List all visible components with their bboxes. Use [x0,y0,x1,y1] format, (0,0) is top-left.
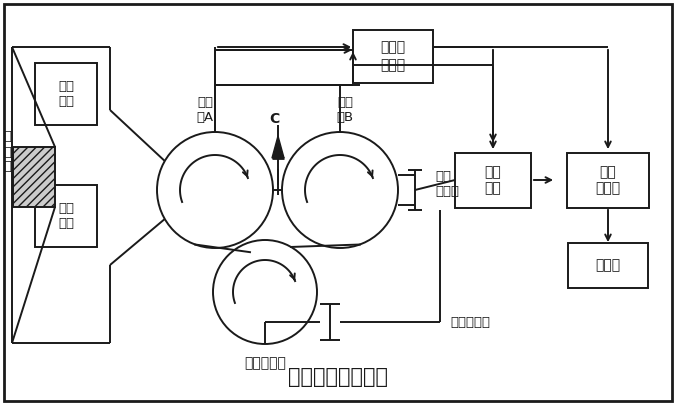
Text: 放大器: 放大器 [381,58,406,72]
Text: 振动短路器: 振动短路器 [450,315,490,328]
Text: 光电
转换器: 光电 转换器 [596,165,621,195]
Text: 环形
器A: 环形 器A [197,96,214,124]
Text: 微波信号源: 微波信号源 [244,356,286,370]
Bar [455,153,531,207]
Text: 补偿
短路器: 补偿 短路器 [435,170,459,198]
Text: 被
测
体: 被 测 体 [3,130,11,173]
Polygon shape [272,136,284,158]
Text: C: C [269,112,279,126]
Text: 环形
器B: 环形 器B [337,96,354,124]
Bar [567,153,649,207]
Bar [35,63,97,125]
Text: 显示器: 显示器 [596,258,621,272]
Text: 可逆
电机: 可逆 电机 [485,165,502,195]
Bar [35,185,97,247]
Bar [353,47,433,83]
Text: 上终
端器: 上终 端器 [58,80,74,108]
Text: 下终
端器: 下终 端器 [58,202,74,230]
Text: 放大器: 放大器 [381,40,406,54]
Bar [353,30,433,64]
Text: 微波测厚仪原理图: 微波测厚仪原理图 [288,367,388,387]
Bar [13,147,55,207]
Bar [568,243,648,288]
